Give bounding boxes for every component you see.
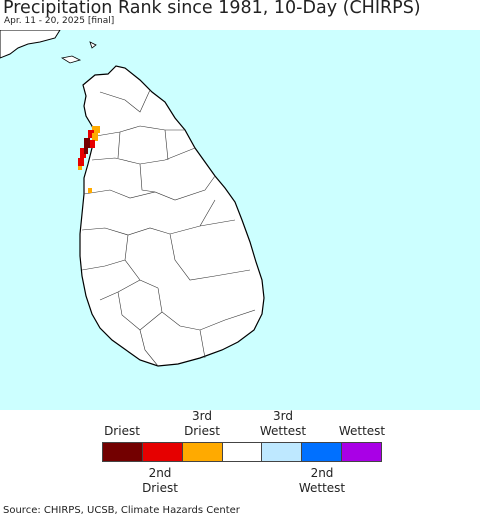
precipitation-map	[0, 30, 480, 410]
island-small	[60, 55, 82, 64]
map-subtitle: Apr. 11 - 20, 2025 [final]	[4, 16, 115, 26]
legend-label-2nd-driest: 2nd Driest	[142, 466, 178, 495]
cell-driest	[84, 148, 88, 154]
legend-label-3rd-wettest-text: 3rd Wettest	[259, 409, 307, 438]
district-boundaries	[81, 89, 256, 367]
legend-label-wettest: Wettest	[338, 424, 386, 438]
cell-3rd-driest	[92, 126, 100, 133]
legend-label-driest: Driest	[104, 424, 140, 438]
india-coastline	[0, 30, 61, 59]
legend-swatch-3rd-driest	[182, 443, 223, 461]
legend-swatch-3rd-wettest	[262, 443, 303, 461]
map-title: Precipitation Rank since 1981, 10-Day (C…	[3, 0, 421, 18]
cell-2nd-driest	[80, 148, 86, 158]
legend-label-3rd-driest: 3rd Driest	[167, 409, 237, 439]
legend-swatch-driest	[103, 443, 143, 461]
cell-3rd-driest	[92, 133, 98, 141]
legend-label-3rd-wettest: 3rd Wettest	[248, 409, 318, 439]
legend-swatch-2nd-wettest	[302, 443, 343, 461]
cell-2nd-driest	[88, 130, 94, 138]
legend-label-2nd-wettest: 2nd Wettest	[298, 466, 346, 495]
legend-swatch-normal	[222, 443, 263, 461]
cell-3rd-driest	[78, 166, 82, 170]
rank-cells	[78, 126, 100, 193]
cell-3rd-driest	[88, 188, 92, 193]
legend-swatch-2nd-driest	[142, 443, 183, 461]
cell-driest	[84, 138, 90, 148]
legend-swatch-wettest	[342, 443, 382, 461]
island-small-2	[89, 41, 97, 49]
cell-2nd-driest	[78, 158, 84, 166]
source-credit: Source: CHIRPS, UCSB, Climate Hazards Ce…	[3, 505, 240, 516]
legend-color-bar	[102, 442, 382, 462]
sri-lanka-outline	[79, 65, 265, 367]
cell-2nd-driest	[90, 140, 95, 148]
legend-label-3rd-driest-text: 3rd Driest	[184, 409, 220, 438]
